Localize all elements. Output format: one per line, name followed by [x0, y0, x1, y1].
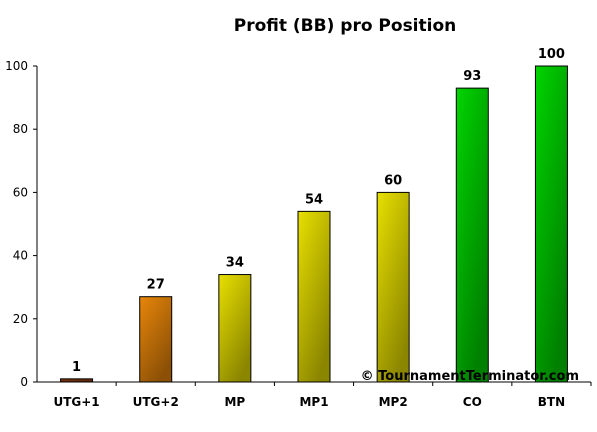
x-axis: UTG+1 UTG+2 MP MP1 MP2 CO BTN	[53, 382, 592, 409]
y-tick-label: 80	[13, 122, 28, 136]
data-label: 93	[463, 69, 481, 84]
bars	[60, 65, 568, 383]
y-tick-label: 60	[13, 185, 28, 199]
y-tick-label: 40	[13, 249, 28, 263]
y-tick-label: 20	[13, 312, 28, 326]
x-tick-label: MP2	[379, 395, 408, 409]
data-label: 34	[226, 256, 244, 271]
x-tick-label: CO	[463, 395, 482, 409]
data-label: 27	[147, 278, 165, 293]
chart-title: Profit (BB) pro Position	[234, 16, 457, 36]
watermark: © TournamentTerminator.com	[361, 369, 579, 384]
data-label: 54	[305, 192, 323, 207]
x-tick-label: UTG+2	[133, 395, 179, 409]
bar-mp	[218, 274, 252, 383]
y-tick-label: 0	[20, 375, 28, 389]
x-tick-label: BTN	[538, 395, 565, 409]
bar-co	[455, 87, 489, 383]
data-labels: 1 27 34 54 60 93 100	[72, 47, 565, 375]
x-tick-label: UTG+1	[53, 395, 99, 409]
bar-btn	[534, 65, 568, 383]
y-tick-label: 100	[5, 59, 28, 73]
y-axis: 0 20 40 60 80 100	[5, 59, 37, 389]
bar-mp2	[376, 191, 410, 383]
data-label: 100	[538, 47, 565, 62]
x-tick-label: MP	[224, 395, 245, 409]
data-label: 60	[384, 173, 402, 188]
bar-mp1	[297, 210, 331, 383]
x-tick-label: MP1	[299, 395, 328, 409]
bar-utg-2	[139, 296, 173, 383]
data-label: 1	[72, 360, 81, 375]
